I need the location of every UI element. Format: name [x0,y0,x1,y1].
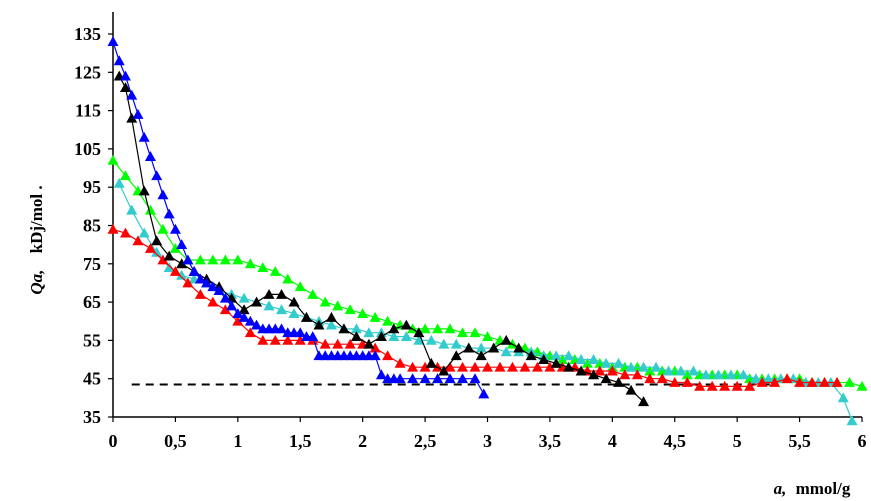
data-point-marker [307,289,318,299]
x-tick-label: 1,5 [289,431,312,451]
y-tick-label: 95 [83,177,101,197]
y-tick-label: 65 [83,292,101,312]
series-line [119,76,643,402]
data-point-marker [282,274,293,284]
y-tick-label: 125 [74,62,101,82]
x-tick-label: 5,5 [788,431,811,451]
data-point-marker [251,297,262,307]
data-point-marker [157,224,168,234]
series-2 [108,224,843,391]
data-point-marker [207,297,218,307]
y-tick-label: 85 [83,216,101,236]
x-tick-label: 4,5 [664,431,687,451]
data-point-marker [426,358,437,368]
x-tick-label: 0,5 [164,431,187,451]
data-point-marker [239,293,250,303]
data-point-marker [139,228,150,238]
y-tick-label: 135 [74,24,101,44]
data-point-marker [164,209,175,219]
x-tick-label: 4 [608,431,617,451]
data-point-marker [145,205,156,215]
data-point-marker [126,205,137,215]
data-point-marker [382,350,393,360]
x-tick-label: 2 [358,431,367,451]
x-tick-label: 6 [858,431,867,451]
data-point-marker [114,55,125,65]
data-point-marker [451,350,462,360]
y-axis-label: Qa, kDj/mol . [27,185,46,294]
data-point-marker [257,262,268,272]
data-point-marker [478,389,489,399]
x-tick-label: 2,5 [414,431,437,451]
y-tick-label: 45 [83,369,101,389]
x-tick-label: 3 [483,431,492,451]
data-point-marker [170,224,181,234]
x-axis-label: a, mmol/g [774,479,851,498]
x-tick-label: 3,5 [539,431,562,451]
data-point-marker [295,281,306,291]
y-tick-label: 55 [83,330,101,350]
x-axis-unit: mmol/g [796,479,851,498]
x-axis-variable: a, [774,479,787,498]
data-point-marker [320,297,331,307]
data-point-marker [189,266,200,276]
data-point-marker [264,300,275,310]
data-point-marker [395,358,406,368]
series-3 [108,155,868,391]
data-point-marker [332,300,343,310]
series-group [108,36,868,425]
y-axis-variable: Qa, [27,270,46,295]
data-point-marker [151,235,162,245]
x-tick-label: 1 [233,431,242,451]
data-point-marker [289,297,300,307]
x-tick-label: 0 [109,431,118,451]
data-point-marker [326,312,337,322]
data-point-marker [108,36,119,46]
y-tick-label: 75 [83,254,101,274]
y-tick-label: 115 [75,101,101,121]
data-point-marker [139,132,150,142]
data-point-marker [108,155,119,165]
axis-labels-group: a, mmol/g Qa, kDj/mol . [27,185,851,498]
x-tick-label: 5 [733,431,742,451]
data-point-marker [176,239,187,249]
data-point-marker [145,151,156,161]
data-point-marker [626,385,637,395]
y-tick-label: 35 [83,407,101,427]
data-point-marker [151,170,162,180]
y-tick-label: 105 [74,139,101,159]
y-axis-unit: kDj/mol . [27,185,46,253]
data-point-marker [157,189,168,199]
data-point-marker [132,109,143,119]
data-point-marker [370,312,381,322]
